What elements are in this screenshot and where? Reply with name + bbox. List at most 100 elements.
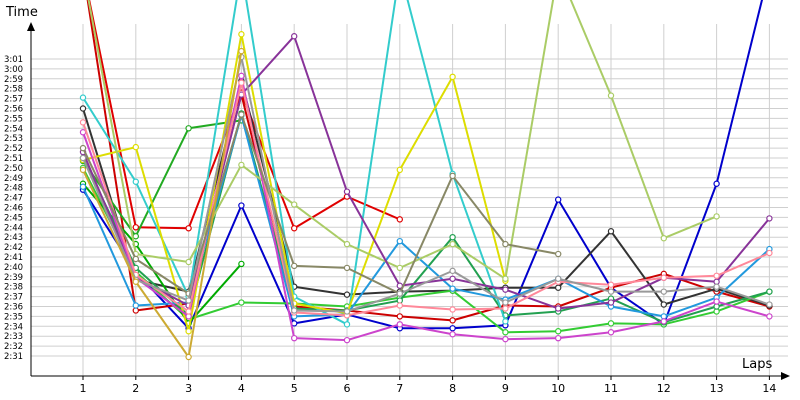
- y-tick-label: 2:41: [4, 253, 23, 263]
- x-tick-label: 4: [238, 382, 245, 395]
- x-tick-label: 11: [604, 382, 618, 395]
- y-tick-label: 2:57: [4, 95, 23, 105]
- series-point: [238, 79, 245, 86]
- series-point: [79, 119, 87, 126]
- y-tick-label: 3:01: [4, 55, 23, 65]
- series-point: [185, 328, 192, 335]
- series-point: [555, 250, 562, 258]
- series-point: [291, 262, 298, 270]
- y-tick-label: 2:55: [4, 114, 23, 124]
- y-tick-label: 2:33: [4, 332, 23, 342]
- series-point: [449, 172, 456, 180]
- y-tick-label: 2:37: [4, 293, 23, 303]
- series-1: [79, 0, 763, 332]
- x-tick-label: 8: [449, 382, 456, 395]
- series-line: [82, 56, 770, 313]
- series-point: [607, 320, 615, 327]
- series-point: [79, 154, 87, 162]
- y-tick-label: 2:51: [4, 154, 23, 164]
- series-point: [291, 33, 298, 40]
- x-tick-label: 9: [502, 382, 509, 395]
- x-axis-title: Laps: [742, 357, 772, 372]
- series-point: [185, 225, 192, 232]
- series-point: [660, 274, 668, 281]
- series-point: [449, 73, 456, 81]
- x-tick-label: 12: [657, 382, 671, 395]
- series-point: [449, 275, 456, 282]
- series-point: [185, 308, 192, 315]
- series-point: [238, 31, 245, 38]
- series-point: [343, 336, 351, 344]
- series-point: [449, 285, 456, 292]
- series-point: [555, 275, 562, 282]
- y-tick-label: 2:58: [4, 85, 23, 95]
- series-point: [502, 275, 509, 282]
- y-tick-label: 2:44: [4, 223, 23, 233]
- series-point: [79, 144, 87, 152]
- series-point: [132, 278, 139, 285]
- x-tick-label: 14: [762, 382, 776, 395]
- series-point: [185, 297, 192, 304]
- series-point: [291, 201, 298, 208]
- series-point: [502, 305, 509, 312]
- series-point: [396, 321, 403, 328]
- series-3: [86, 0, 773, 324]
- series-point: [713, 213, 720, 220]
- axes: [27, 22, 790, 380]
- series-point: [449, 267, 456, 275]
- series-point: [660, 301, 668, 308]
- series-point: [79, 105, 87, 112]
- series-point: [185, 125, 192, 132]
- series-point: [555, 328, 562, 335]
- series-15: [79, 79, 773, 319]
- series-point: [449, 317, 456, 324]
- x-axis-arrow: [781, 372, 790, 380]
- y-tick-label: 2:53: [4, 134, 23, 144]
- series-12: [87, 0, 720, 282]
- series-point: [555, 305, 562, 312]
- y-tick-label: 2:36: [4, 303, 23, 313]
- series-point: [291, 225, 298, 232]
- x-tick-label: 5: [291, 382, 298, 395]
- series-point: [555, 196, 562, 203]
- y-tick-label: 2:52: [4, 144, 23, 154]
- series-line: [82, 81, 770, 317]
- y-tick-label: 2:46: [4, 204, 23, 214]
- series-point: [343, 264, 351, 272]
- y-tick-label: 2:32: [4, 342, 23, 352]
- series-point: [713, 283, 720, 290]
- y-tick-label: 2:50: [4, 164, 23, 174]
- y-tick-label: 2:35: [4, 312, 23, 322]
- series-line: [82, 79, 770, 307]
- series-point: [132, 178, 139, 185]
- series-point: [343, 188, 351, 195]
- series-point: [766, 215, 773, 222]
- series-point: [555, 284, 562, 291]
- series-point: [238, 260, 245, 268]
- series-point: [607, 228, 615, 235]
- series-point: [502, 240, 509, 248]
- x-tick-label: 7: [396, 382, 403, 395]
- series-point: [766, 301, 773, 308]
- series-point: [660, 234, 668, 242]
- series-point: [238, 72, 245, 80]
- series-point: [396, 264, 403, 272]
- series-point: [396, 237, 403, 245]
- x-tick-label: 13: [710, 382, 724, 395]
- series-point: [607, 281, 615, 288]
- series-point: [238, 202, 245, 209]
- series-group: [79, 0, 773, 361]
- series-point: [185, 353, 192, 361]
- series-point: [502, 329, 509, 336]
- series-point: [449, 233, 456, 241]
- series-point: [343, 321, 351, 328]
- x-tick-label: 10: [551, 382, 565, 395]
- y-axis-arrow: [27, 22, 35, 31]
- y-tick-label: 2:56: [4, 105, 23, 115]
- y-tick-label: 2:40: [4, 263, 23, 273]
- x-tick-label: 1: [80, 382, 87, 395]
- series-line: [82, 113, 559, 295]
- y-tick-label: 2:31: [4, 352, 23, 362]
- series-line: [82, 50, 243, 358]
